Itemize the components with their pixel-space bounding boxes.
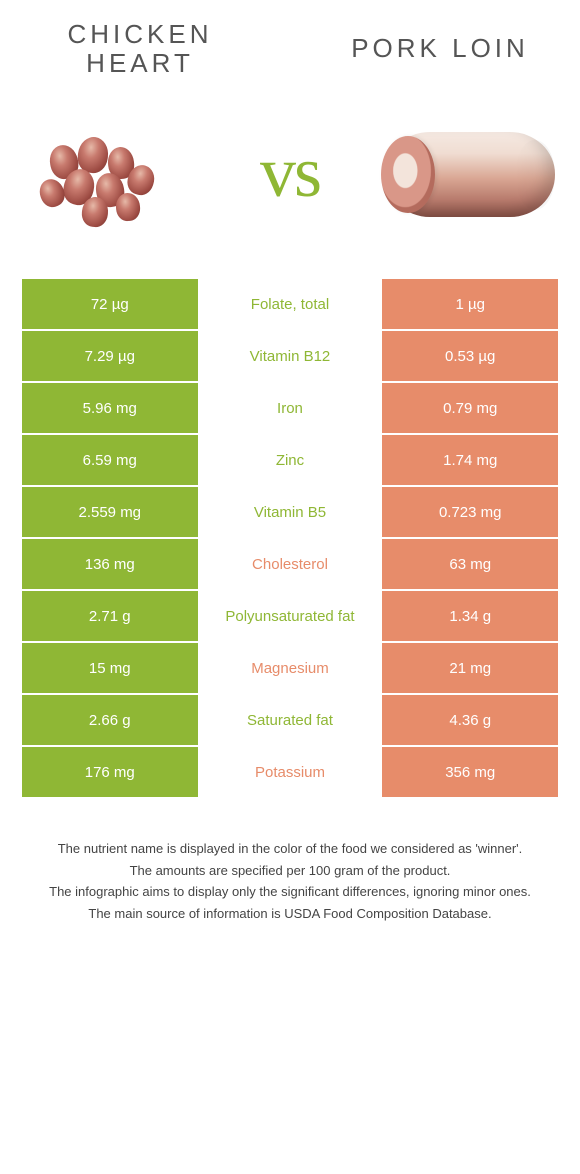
nutrient-name-cell: Cholesterol (199, 538, 382, 590)
table-row: 7.29 µgVitamin B120.53 µg (21, 330, 559, 382)
table-row: 176 mgPotassium356 mg (21, 746, 559, 798)
table-row: 15 mgMagnesium21 mg (21, 642, 559, 694)
table-row: 5.96 mgIron0.79 mg (21, 382, 559, 434)
header: Chicken heart Pork loin (0, 0, 580, 77)
right-value-cell: 356 mg (381, 746, 559, 798)
footer-notes: The nutrient name is displayed in the co… (0, 799, 580, 923)
nutrient-name-cell: Saturated fat (199, 694, 382, 746)
nutrient-name-cell: Zinc (199, 434, 382, 486)
nutrient-name-cell: Magnesium (199, 642, 382, 694)
table-row: 136 mgCholesterol63 mg (21, 538, 559, 590)
left-value-cell: 7.29 µg (21, 330, 199, 382)
footer-line: The amounts are specified per 100 gram o… (30, 861, 550, 881)
table-row: 2.559 mgVitamin B50.723 mg (21, 486, 559, 538)
table-row: 2.66 gSaturated fat4.36 g (21, 694, 559, 746)
table-row: 2.71 gPolyunsaturated fat1.34 g (21, 590, 559, 642)
nutrient-name-cell: Potassium (199, 746, 382, 798)
right-value-cell: 21 mg (381, 642, 559, 694)
footer-line: The main source of information is USDA F… (30, 904, 550, 924)
left-value-cell: 72 µg (21, 278, 199, 330)
left-value-cell: 176 mg (21, 746, 199, 798)
left-food-title: Chicken heart (40, 20, 240, 77)
vs-label: vs (260, 131, 320, 214)
pork-loin-image (380, 107, 560, 237)
footer-line: The infographic aims to display only the… (30, 882, 550, 902)
right-value-cell: 4.36 g (381, 694, 559, 746)
nutrient-name-cell: Folate, total (199, 278, 382, 330)
right-value-cell: 1.34 g (381, 590, 559, 642)
right-value-cell: 1.74 mg (381, 434, 559, 486)
right-value-cell: 0.79 mg (381, 382, 559, 434)
left-value-cell: 2.559 mg (21, 486, 199, 538)
left-value-cell: 136 mg (21, 538, 199, 590)
comparison-table: 72 µgFolate, total1 µg7.29 µgVitamin B12… (20, 277, 560, 799)
nutrient-name-cell: Vitamin B12 (199, 330, 382, 382)
nutrient-name-cell: Polyunsaturated fat (199, 590, 382, 642)
left-food-title-line2: heart (86, 48, 194, 78)
right-value-cell: 63 mg (381, 538, 559, 590)
right-value-cell: 0.723 mg (381, 486, 559, 538)
left-value-cell: 2.66 g (21, 694, 199, 746)
right-value-cell: 1 µg (381, 278, 559, 330)
right-value-cell: 0.53 µg (381, 330, 559, 382)
right-food-title: Pork loin (340, 34, 540, 63)
table-row: 72 µgFolate, total1 µg (21, 278, 559, 330)
left-value-cell: 2.71 g (21, 590, 199, 642)
nutrient-name-cell: Vitamin B5 (199, 486, 382, 538)
left-value-cell: 6.59 mg (21, 434, 199, 486)
nutrient-name-cell: Iron (199, 382, 382, 434)
left-value-cell: 5.96 mg (21, 382, 199, 434)
chicken-hearts-image (20, 107, 200, 237)
footer-line: The nutrient name is displayed in the co… (30, 839, 550, 859)
hero-row: vs (0, 77, 580, 277)
left-value-cell: 15 mg (21, 642, 199, 694)
table-row: 6.59 mgZinc1.74 mg (21, 434, 559, 486)
left-food-title-line1: Chicken (67, 19, 212, 49)
